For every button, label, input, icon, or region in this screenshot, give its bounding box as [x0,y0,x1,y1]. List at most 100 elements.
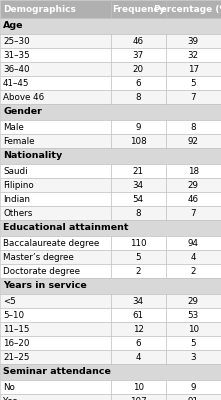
Bar [0,192,110,206]
Text: 94: 94 [188,238,199,248]
Bar [166,134,221,148]
Bar [166,34,221,48]
Text: Doctorate degree: Doctorate degree [3,266,80,276]
Bar [0,380,110,394]
Bar [110,34,166,48]
Bar [0,278,221,294]
Text: 91: 91 [188,396,199,400]
Text: Frequency: Frequency [112,4,165,14]
Bar [166,62,221,76]
Bar [0,394,110,400]
Bar [110,120,166,134]
Bar [110,394,166,400]
Bar [166,192,221,206]
Bar [110,164,166,178]
Text: Seminar attendance: Seminar attendance [3,368,111,376]
Text: No: No [3,382,15,392]
Bar [110,250,166,264]
Text: 18: 18 [188,166,199,176]
Text: Demographics: Demographics [3,4,76,14]
Bar [166,336,221,350]
Text: 17: 17 [188,64,199,74]
Text: 5–10: 5–10 [3,310,24,320]
Bar [110,48,166,62]
Text: 8: 8 [135,208,141,218]
Bar [0,148,221,164]
Bar [110,322,166,336]
Text: 5: 5 [191,338,196,348]
Bar [0,350,110,364]
Bar [0,206,110,220]
Bar [110,178,166,192]
Text: Indian: Indian [3,194,30,204]
Text: 2: 2 [135,266,141,276]
Bar [166,264,221,278]
Text: 32: 32 [188,50,199,60]
Text: 61: 61 [133,310,144,320]
Bar [110,62,166,76]
Text: 4: 4 [191,252,196,262]
Text: 110: 110 [130,238,147,248]
Text: 12: 12 [133,324,144,334]
Text: 9: 9 [135,122,141,132]
Bar [0,18,221,34]
Text: 46: 46 [133,36,144,46]
Text: 92: 92 [188,136,199,146]
Bar [110,206,166,220]
Text: Gender: Gender [3,108,42,116]
Bar [110,336,166,350]
Text: Female: Female [3,136,34,146]
Text: Filipino: Filipino [3,180,34,190]
Bar [0,308,110,322]
Bar [110,294,166,308]
Text: Baccalaureate degree: Baccalaureate degree [3,238,99,248]
Text: 53: 53 [188,310,199,320]
Text: 34: 34 [133,180,144,190]
Text: 25–30: 25–30 [3,36,30,46]
Bar [110,308,166,322]
Bar [166,322,221,336]
Text: 5: 5 [135,252,141,262]
Bar [166,76,221,90]
Bar [110,134,166,148]
Bar [0,250,110,264]
Bar [166,48,221,62]
Text: 7: 7 [191,208,196,218]
Text: Yes: Yes [3,396,17,400]
Bar [0,322,110,336]
Bar [0,34,110,48]
Text: 7: 7 [191,92,196,102]
Text: 21–25: 21–25 [3,352,29,362]
Text: Nationality: Nationality [3,152,62,160]
Bar [166,164,221,178]
Text: 108: 108 [130,136,147,146]
Bar [0,120,110,134]
Text: Years in service: Years in service [3,282,87,290]
Text: Saudi: Saudi [3,166,28,176]
Bar [0,104,221,120]
Bar [166,250,221,264]
Bar [166,178,221,192]
Text: 3: 3 [191,352,196,362]
Bar [0,178,110,192]
Bar [166,236,221,250]
Bar [166,0,221,18]
Bar [0,134,110,148]
Bar [0,294,110,308]
Text: 6: 6 [135,78,141,88]
Text: 54: 54 [133,194,144,204]
Text: Percentage (%): Percentage (%) [154,4,221,14]
Bar [0,90,110,104]
Text: 34: 34 [133,296,144,306]
Bar [0,220,221,236]
Bar [110,76,166,90]
Bar [166,294,221,308]
Text: 29: 29 [188,296,199,306]
Bar [110,350,166,364]
Bar [110,192,166,206]
Text: 8: 8 [191,122,196,132]
Text: Master’s degree: Master’s degree [3,252,74,262]
Text: 107: 107 [130,396,147,400]
Bar [166,350,221,364]
Text: 41–45: 41–45 [3,78,29,88]
